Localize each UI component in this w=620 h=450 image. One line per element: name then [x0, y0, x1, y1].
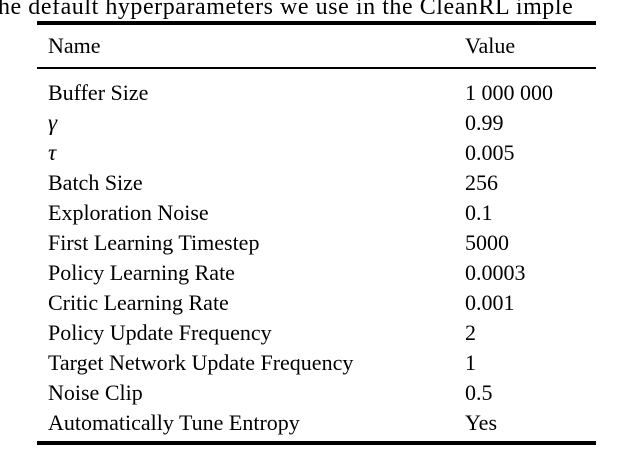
column-header-value: Value	[465, 33, 516, 58]
row-name: Policy Update Frequency	[48, 320, 272, 345]
row-name: Exploration Noise	[48, 200, 209, 225]
row-value: 0.99	[465, 110, 504, 135]
table-row: Policy Update Frequency 2	[48, 318, 596, 348]
row-value: 0.5	[465, 380, 493, 405]
row-value: 256	[465, 170, 498, 195]
row-value: 0.005	[465, 140, 515, 165]
row-name: Target Network Update Frequency	[48, 350, 354, 375]
row-value: 5000	[465, 230, 509, 255]
row-name: Noise Clip	[48, 380, 143, 405]
row-value: 0.1	[465, 200, 493, 225]
row-value: 1	[465, 350, 476, 375]
row-name: Critic Learning Rate	[48, 290, 229, 315]
row-name: Policy Learning Rate	[48, 260, 235, 285]
table-row: Exploration Noise 0.1	[48, 198, 596, 228]
table-row: γ 0.99	[48, 108, 596, 138]
table-row: Critic Learning Rate 0.001	[48, 288, 596, 318]
table-row: τ 0.005	[48, 138, 596, 168]
row-value: 0.0003	[465, 260, 526, 285]
table-header: Name Value	[48, 33, 596, 59]
table-caption: he default hyperparameters we use in the…	[0, 0, 574, 20]
row-name: First Learning Timestep	[48, 230, 260, 255]
row-value: Yes	[465, 410, 498, 435]
table-row: Target Network Update Frequency 1	[48, 348, 596, 378]
table-bottom-rule	[37, 441, 596, 445]
row-name: Buffer Size	[48, 80, 149, 105]
row-name: τ	[48, 140, 57, 165]
row-value: 0.001	[465, 290, 515, 315]
row-value: 1 000 000	[465, 80, 553, 105]
table-row: Buffer Size 1 000 000	[48, 78, 596, 108]
row-value: 2	[465, 320, 476, 345]
row-name: Automatically Tune Entropy	[48, 410, 300, 435]
table-mid-rule	[37, 67, 596, 69]
row-name: γ	[48, 110, 58, 135]
table-body: Buffer Size 1 000 000 γ 0.99 τ 0.005 Bat…	[48, 78, 596, 438]
table-row: Automatically Tune Entropy Yes	[48, 408, 596, 438]
table-row: Noise Clip 0.5	[48, 378, 596, 408]
table-row: First Learning Timestep 5000	[48, 228, 596, 258]
row-name: Batch Size	[48, 170, 143, 195]
column-header-name: Name	[48, 33, 101, 58]
table-row: Policy Learning Rate 0.0003	[48, 258, 596, 288]
table-top-rule	[37, 21, 596, 25]
table-row: Batch Size 256	[48, 168, 596, 198]
